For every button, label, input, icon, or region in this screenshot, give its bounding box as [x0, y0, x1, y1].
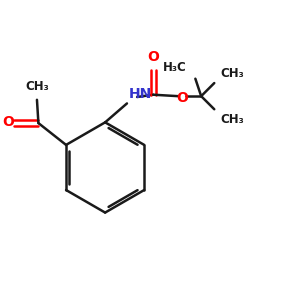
Text: CH₃: CH₃	[220, 67, 244, 80]
Text: H₃C: H₃C	[163, 61, 187, 74]
Text: CH₃: CH₃	[220, 113, 244, 126]
Text: O: O	[2, 115, 14, 129]
Text: HN: HN	[128, 86, 152, 100]
Text: O: O	[147, 50, 159, 64]
Text: CH₃: CH₃	[25, 80, 49, 92]
Text: O: O	[176, 91, 188, 105]
